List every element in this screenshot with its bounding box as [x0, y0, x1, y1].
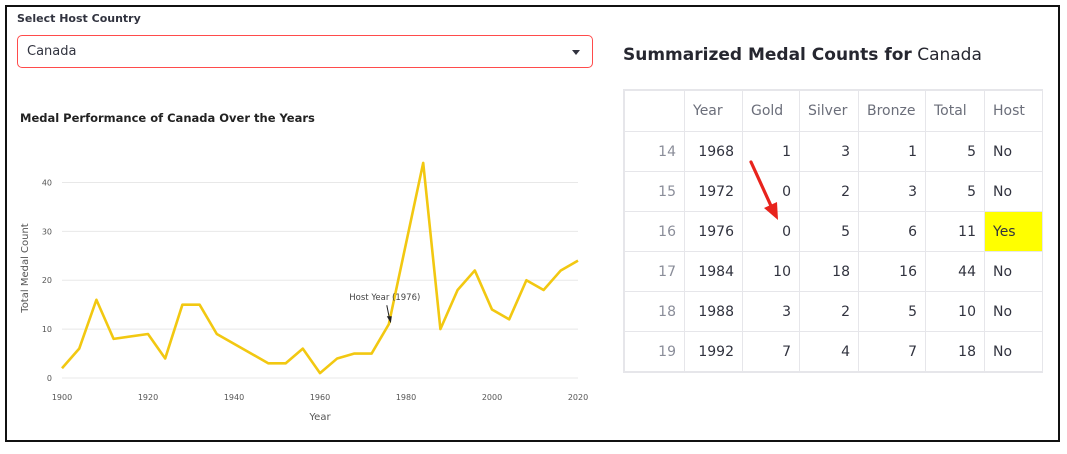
- cell-index[interactable]: 14: [624, 131, 685, 172]
- y-axis-ticks: 0 10 20 30 40: [42, 178, 52, 383]
- data-points: [61, 162, 579, 374]
- x-tick-label: 1940: [224, 393, 244, 402]
- table-title-country: Canada: [917, 45, 982, 65]
- cell-silver[interactable]: 2: [799, 171, 859, 212]
- cell-index[interactable]: 16: [624, 211, 685, 252]
- annotation-arrow-head: [386, 316, 392, 324]
- y-tick-label: 0: [47, 374, 52, 383]
- column-header-gold[interactable]: Gold: [742, 90, 800, 132]
- column-header-bronze[interactable]: Bronze: [858, 90, 926, 132]
- column-header-index[interactable]: [624, 90, 685, 132]
- column-header-silver[interactable]: Silver: [799, 90, 859, 132]
- cell-silver[interactable]: 3: [799, 131, 859, 172]
- cell-host[interactable]: Yes: [984, 211, 1043, 252]
- table-header-row: Year Gold Silver Bronze Total Host: [624, 90, 1043, 132]
- x-tick-label: 1920: [138, 393, 158, 402]
- cell-bronze[interactable]: 6: [858, 211, 926, 252]
- cell-host[interactable]: No: [984, 131, 1043, 172]
- cell-host[interactable]: No: [984, 331, 1043, 372]
- table-row[interactable]: 16 1976 0 5 6 11 Yes: [624, 211, 1043, 252]
- cell-bronze[interactable]: 16: [858, 251, 926, 292]
- cell-silver[interactable]: 18: [799, 251, 859, 292]
- chart-title: Medal Performance of Canada Over the Yea…: [20, 111, 315, 125]
- series-line: [61, 161, 579, 375]
- y-tick-label: 30: [42, 227, 52, 236]
- cell-year[interactable]: 1984: [684, 251, 743, 292]
- x-axis-label: Year: [308, 412, 331, 423]
- y-tick-label: 20: [42, 276, 52, 285]
- table-row[interactable]: 18 1988 3 2 5 10 No: [624, 291, 1043, 332]
- table-body: 14 1968 1 3 1 5 No 15 1972 0 2 3 5 No 16 1976 0 5 6 11 Yes 17…: [624, 131, 1043, 372]
- cell-year[interactable]: 1976: [684, 211, 743, 252]
- cell-year[interactable]: 1968: [684, 131, 743, 172]
- table-title-prefix: Summarized Medal Counts for: [623, 45, 912, 65]
- table-row[interactable]: 19 1992 7 4 7 18 No: [624, 331, 1043, 372]
- red-arrow-icon: [749, 160, 778, 220]
- cell-total[interactable]: 5: [925, 131, 985, 172]
- cell-index[interactable]: 15: [624, 171, 685, 212]
- cell-host[interactable]: No: [984, 291, 1043, 332]
- cell-index[interactable]: 19: [624, 331, 685, 372]
- cell-total[interactable]: 5: [925, 171, 985, 212]
- cell-host[interactable]: No: [984, 251, 1043, 292]
- medal-line-chart: 0 10 20 30 40 1900 1920 1940 1960 1980 2000 2020 Y…: [20, 161, 588, 423]
- chart-grid: [62, 181, 578, 379]
- x-tick-label: 2000: [482, 393, 502, 402]
- annotation-label: Host Year (1976): [349, 293, 420, 303]
- column-header-total[interactable]: Total: [925, 90, 985, 132]
- cell-silver[interactable]: 5: [799, 211, 859, 252]
- cell-year[interactable]: 1988: [684, 291, 743, 332]
- cell-index[interactable]: 18: [624, 291, 685, 332]
- cell-bronze[interactable]: 5: [858, 291, 926, 332]
- chevron-down-icon: [572, 50, 580, 55]
- y-axis-label: Total Medal Count: [20, 223, 31, 314]
- column-header-host[interactable]: Host: [984, 90, 1043, 132]
- cell-total[interactable]: 44: [925, 251, 985, 292]
- cell-index[interactable]: 17: [624, 251, 685, 292]
- y-tick-label: 10: [42, 325, 52, 334]
- column-header-year[interactable]: Year: [684, 90, 743, 132]
- cell-total[interactable]: 10: [925, 291, 985, 332]
- cell-year[interactable]: 1972: [684, 171, 743, 212]
- cell-gold[interactable]: 7: [742, 331, 800, 372]
- y-tick-label: 40: [42, 178, 52, 187]
- table-row[interactable]: 14 1968 1 3 1 5 No: [624, 131, 1043, 172]
- cell-bronze[interactable]: 3: [858, 171, 926, 212]
- x-tick-label: 1960: [310, 393, 330, 402]
- cell-year[interactable]: 1992: [684, 331, 743, 372]
- cell-host[interactable]: No: [984, 171, 1043, 212]
- cell-gold[interactable]: 3: [742, 291, 800, 332]
- table-row[interactable]: 17 1984 10 18 16 44 No: [624, 251, 1043, 292]
- cell-silver[interactable]: 4: [799, 331, 859, 372]
- select-label: Select Host Country: [17, 12, 141, 25]
- x-tick-label: 1980: [396, 393, 416, 402]
- cell-silver[interactable]: 2: [799, 291, 859, 332]
- x-tick-label: 1900: [52, 393, 72, 402]
- cell-gold[interactable]: 10: [742, 251, 800, 292]
- host-country-select[interactable]: Canada: [17, 35, 593, 68]
- medal-table[interactable]: Year Gold Silver Bronze Total Host 14 1968 1 3 1 5…: [623, 89, 1043, 373]
- cell-bronze[interactable]: 7: [858, 331, 926, 372]
- table-title: Summarized Medal Counts for Canada: [623, 45, 982, 65]
- cell-bronze[interactable]: 1: [858, 131, 926, 172]
- cell-total[interactable]: 11: [925, 211, 985, 252]
- table-row[interactable]: 15 1972 0 2 3 5 No: [624, 171, 1043, 212]
- select-value: Canada: [27, 44, 77, 59]
- x-axis-ticks: 1900 1920 1940 1960 1980 2000 2020: [52, 393, 588, 402]
- cell-total[interactable]: 18: [925, 331, 985, 372]
- x-tick-label: 2020: [568, 393, 588, 402]
